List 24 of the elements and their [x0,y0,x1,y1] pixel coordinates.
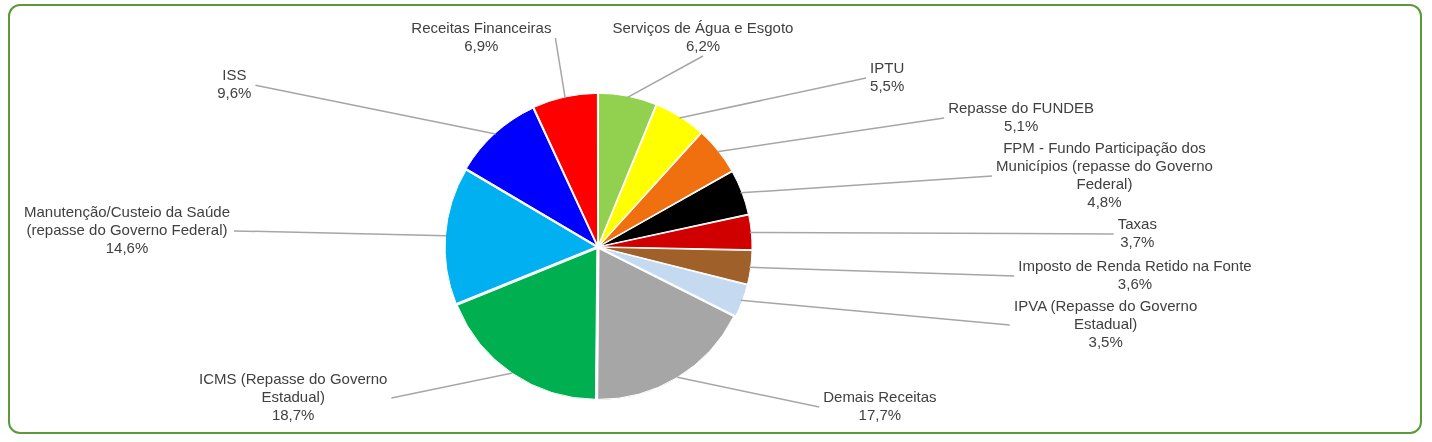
slice-label: Imposto de Renda Retido na Fonte [1018,257,1252,275]
data-label: 9,6% [217,84,252,102]
slice-label: Demais Receitas [823,388,937,406]
data-label: 3,7% [1120,233,1155,251]
data-label: 18,7% [271,406,315,424]
slice-label: Manutenção/Custeio da Saúde (repasse do Governo Federal) [24,203,230,239]
data-label: 6,2% [685,37,721,55]
data-label: 3,5% [1088,333,1123,351]
data-label: 17,7% [858,406,902,424]
slice-label: Receitas Financeiras [411,19,552,37]
slice-label: FPM - Fundo Participação dos Municípios (repasse do Governo Federal) [996,139,1213,193]
data-label: 5,5% [870,77,905,95]
slice-label: ISS [222,66,247,84]
slice-label: Serviços de Água e Esgoto [612,19,794,37]
data-label: 5,1% [1004,117,1039,135]
slice-label: Repasse do FUNDEB [948,99,1095,117]
slice-label: IPVA (Repasse do Governo Estadual) [1014,297,1198,333]
slice-label: IPTU [870,59,905,77]
data-label: 6,9% [464,37,499,55]
data-label: 14,6% [105,239,149,257]
slice-label: Taxas [1117,215,1157,233]
data-label: 3,6% [1117,275,1153,293]
slice-label: ICMS (Repasse do Governo Estadual) [198,370,388,406]
data-label: 4,8% [1087,193,1122,211]
